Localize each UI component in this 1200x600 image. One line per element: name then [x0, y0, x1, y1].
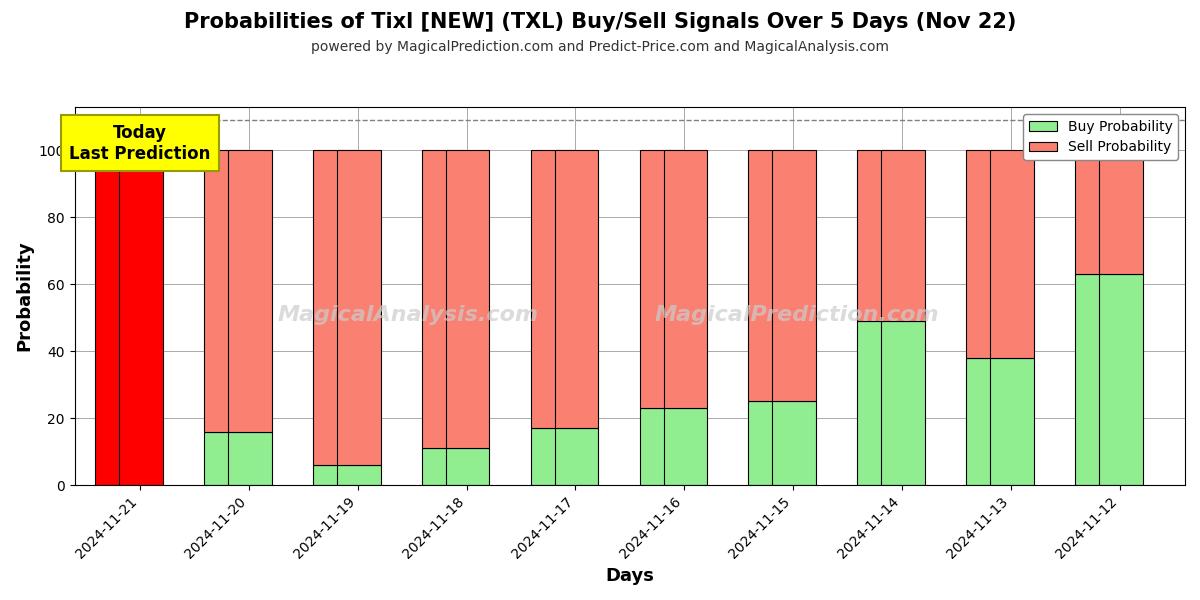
- Bar: [119, 151, 163, 485]
- Bar: [749, 151, 792, 401]
- Bar: [857, 151, 901, 321]
- Bar: [313, 151, 356, 465]
- Bar: [313, 465, 356, 485]
- Text: powered by MagicalPrediction.com and Predict-Price.com and MagicalAnalysis.com: powered by MagicalPrediction.com and Pre…: [311, 40, 889, 54]
- Bar: [337, 151, 380, 465]
- Text: Probabilities of Tixl [NEW] (TXL) Buy/Sell Signals Over 5 Days (Nov 22): Probabilities of Tixl [NEW] (TXL) Buy/Se…: [184, 12, 1016, 32]
- Bar: [966, 151, 1009, 358]
- Text: MagicalAnalysis.com: MagicalAnalysis.com: [277, 305, 539, 325]
- Bar: [857, 321, 901, 485]
- Bar: [422, 151, 466, 448]
- Legend: Buy Probability, Sell Probability: Buy Probability, Sell Probability: [1024, 114, 1178, 160]
- Bar: [640, 408, 683, 485]
- Bar: [664, 408, 707, 485]
- Bar: [664, 151, 707, 408]
- Bar: [95, 151, 139, 485]
- Bar: [204, 151, 247, 431]
- Bar: [1075, 274, 1118, 485]
- Text: Today
Last Prediction: Today Last Prediction: [70, 124, 211, 163]
- Bar: [749, 401, 792, 485]
- Bar: [881, 321, 925, 485]
- Bar: [1099, 274, 1142, 485]
- Bar: [530, 151, 575, 428]
- Bar: [773, 401, 816, 485]
- Bar: [990, 358, 1033, 485]
- Bar: [1075, 151, 1118, 274]
- Text: MagicalPrediction.com: MagicalPrediction.com: [654, 305, 938, 325]
- Bar: [640, 151, 683, 408]
- Bar: [554, 151, 599, 428]
- Bar: [422, 448, 466, 485]
- Bar: [990, 151, 1033, 358]
- Bar: [228, 431, 271, 485]
- Bar: [1099, 151, 1142, 274]
- X-axis label: Days: Days: [605, 567, 654, 585]
- Bar: [337, 465, 380, 485]
- Y-axis label: Probability: Probability: [16, 241, 34, 352]
- Bar: [204, 431, 247, 485]
- Bar: [446, 151, 490, 448]
- Bar: [228, 151, 271, 431]
- Bar: [554, 428, 599, 485]
- Bar: [446, 448, 490, 485]
- Bar: [530, 428, 575, 485]
- Bar: [773, 151, 816, 401]
- Bar: [966, 358, 1009, 485]
- Bar: [881, 151, 925, 321]
